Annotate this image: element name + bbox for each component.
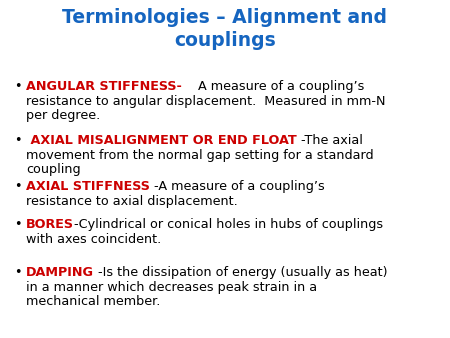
Text: -A measure of a coupling’s: -A measure of a coupling’s [150, 180, 324, 193]
Text: •: • [14, 218, 22, 231]
Text: coupling: coupling [26, 164, 81, 176]
Text: AXIAL MISALIGNMENT OR END FLOAT: AXIAL MISALIGNMENT OR END FLOAT [26, 134, 297, 147]
Text: A measure of a coupling’s: A measure of a coupling’s [182, 80, 364, 93]
Text: movement from the normal gap setting for a standard: movement from the normal gap setting for… [26, 149, 374, 162]
Text: ANGULAR STIFFNESS-: ANGULAR STIFFNESS- [26, 80, 182, 93]
Text: -The axial: -The axial [297, 134, 363, 147]
Text: •: • [14, 180, 22, 193]
Text: AXIAL STIFFNESS: AXIAL STIFFNESS [26, 180, 150, 193]
Text: resistance to angular displacement.  Measured in mm-N: resistance to angular displacement. Meas… [26, 95, 386, 108]
Text: -Is the dissipation of energy (usually as heat): -Is the dissipation of energy (usually a… [94, 266, 387, 279]
Text: with axes coincident.: with axes coincident. [26, 233, 161, 246]
Text: -Cylindrical or conical holes in hubs of couplings: -Cylindrical or conical holes in hubs of… [74, 218, 383, 231]
Text: BORES: BORES [26, 218, 74, 231]
Text: resistance to axial displacement.: resistance to axial displacement. [26, 195, 238, 208]
Text: mechanical member.: mechanical member. [26, 295, 160, 309]
Text: Terminologies – Alignment and
couplings: Terminologies – Alignment and couplings [63, 8, 387, 50]
Text: •: • [14, 266, 22, 279]
Text: DAMPING: DAMPING [26, 266, 94, 279]
Text: in a manner which decreases peak strain in a: in a manner which decreases peak strain … [26, 281, 317, 294]
Text: per degree.: per degree. [26, 110, 100, 122]
Text: •: • [14, 134, 22, 147]
Text: •: • [14, 80, 22, 93]
